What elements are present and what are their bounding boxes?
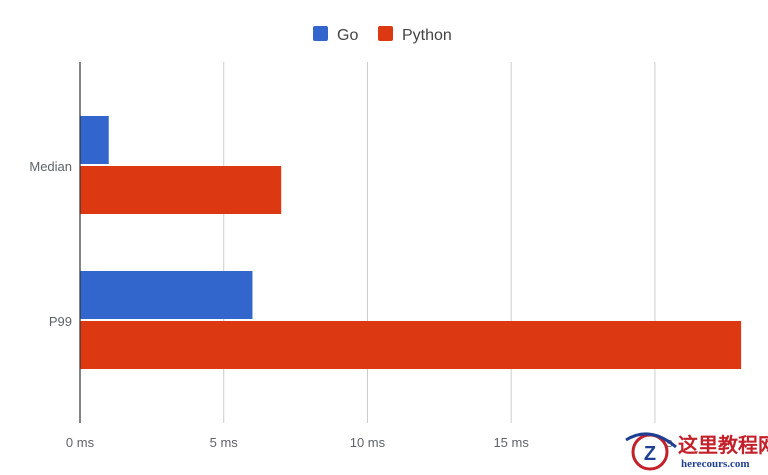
legend-label-go: Go: [337, 27, 358, 44]
legend-label-python: Python: [402, 27, 452, 44]
watermark: Z 这里教程网 herecours.com: [625, 432, 768, 471]
watermark-logo-letter: Z: [644, 443, 656, 465]
bar-go-median: [80, 116, 109, 164]
category-labels: Median P99: [29, 159, 72, 329]
legend-swatch-go: [313, 26, 328, 41]
x-tick-label: 5 ms: [210, 435, 239, 450]
bar-python-p99: [80, 321, 742, 369]
watermark-title: 这里教程网: [678, 433, 768, 457]
bars: [80, 116, 742, 369]
x-tick-label: 10 ms: [350, 435, 386, 450]
x-tick-label: 15 ms: [493, 435, 529, 450]
watermark-logo-icon: Z: [625, 432, 677, 471]
legend-swatch-python: [378, 26, 393, 41]
legend: Go Python: [313, 26, 452, 44]
bar-go-p99: [80, 271, 253, 319]
x-tick-label: 0 ms: [66, 435, 95, 450]
category-label: Median: [29, 159, 72, 174]
category-label: P99: [49, 314, 72, 329]
bar-python-median: [80, 166, 282, 214]
watermark-url: herecours.com: [681, 458, 750, 470]
